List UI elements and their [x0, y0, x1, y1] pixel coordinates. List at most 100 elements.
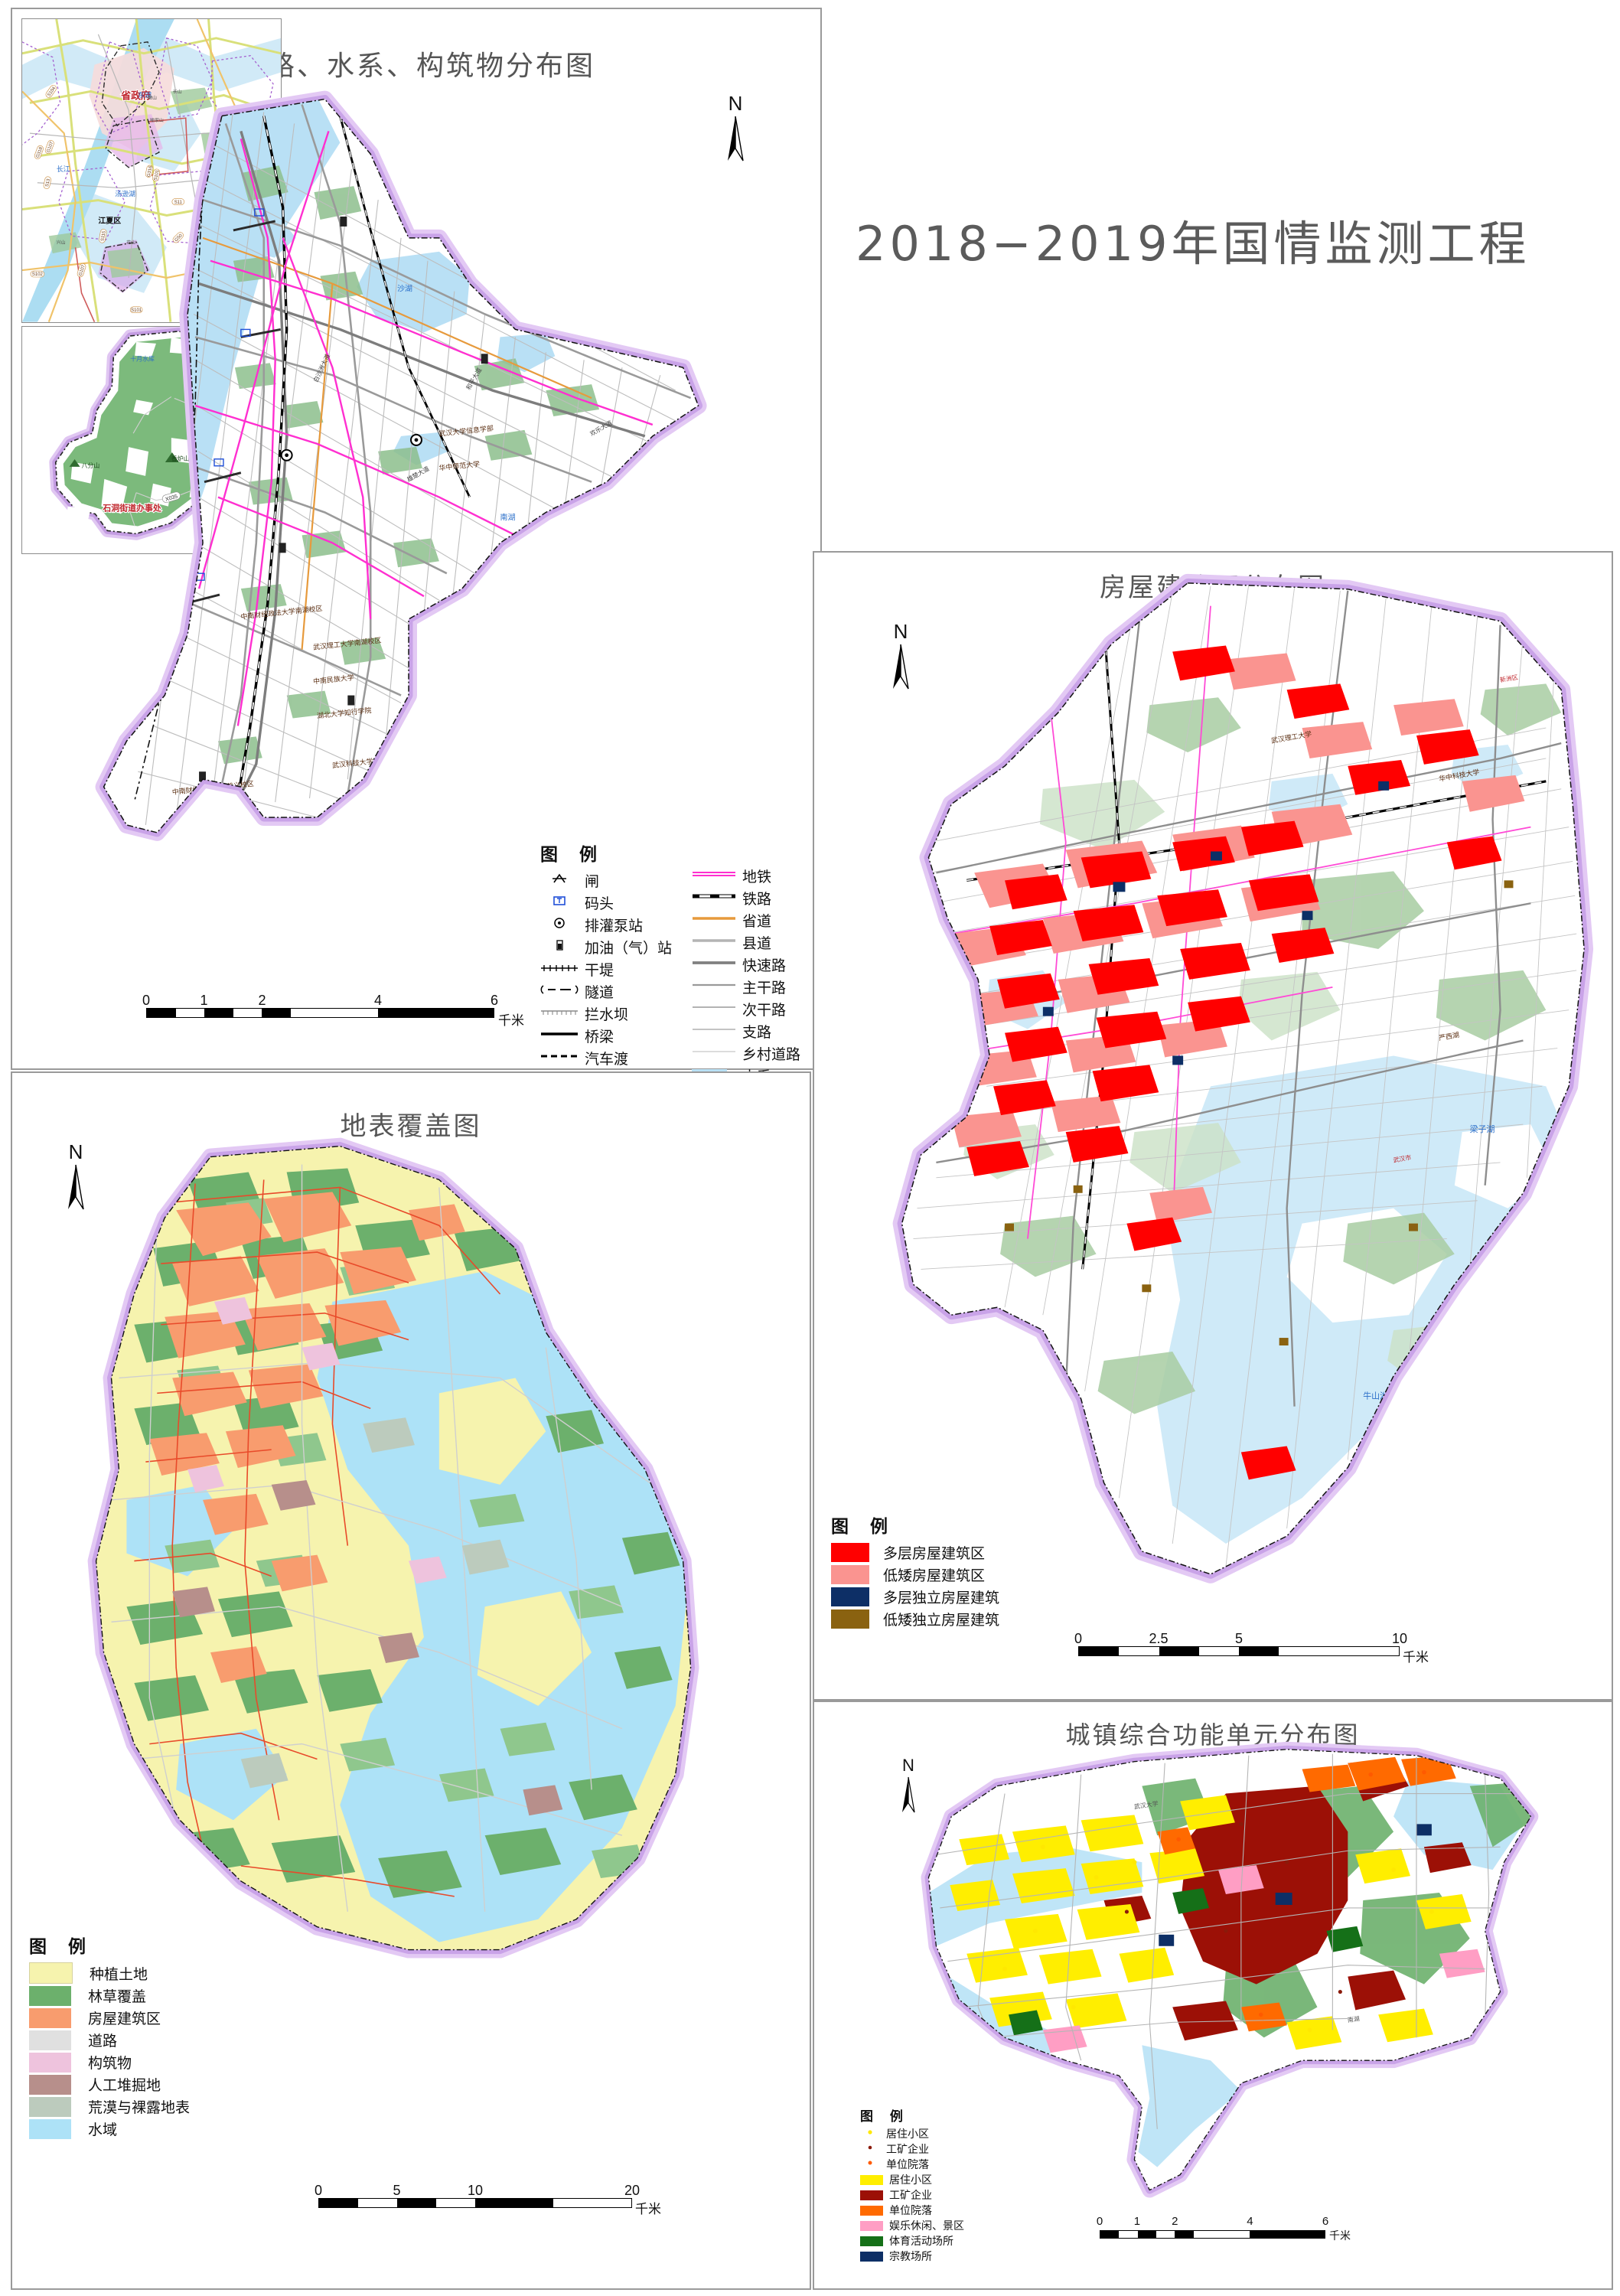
- legend-label: 构筑物: [88, 2055, 132, 2072]
- scalebar-tick: 0: [314, 2183, 323, 2198]
- scalebar-seg: [1100, 2231, 1120, 2238]
- svg-text:S13: S13: [45, 178, 51, 188]
- scalebar-seg: [319, 2199, 358, 2207]
- legend-row: 省道: [692, 910, 800, 931]
- secondary-road-line: [692, 1002, 736, 1016]
- svg-text:武汉大学: 武汉大学: [1133, 1799, 1159, 1810]
- legend-label: 多层独立房屋建筑: [883, 1590, 1000, 1606]
- legend-row: 单位院落: [860, 2203, 964, 2218]
- legend-title-building: 图 例: [831, 1517, 896, 1537]
- svg-text:严西湖: 严西湖: [1438, 1031, 1459, 1043]
- car-ferry-line: [540, 1051, 579, 1065]
- legend-label: 工矿企业: [886, 2144, 929, 2156]
- panel-title-roads: 道路、水系、构筑物分布图: [236, 51, 595, 82]
- panel-land-cover: 地表覆盖图 N: [11, 1071, 811, 2290]
- expressway-line: [692, 957, 736, 972]
- scalebar-tick: 20: [624, 2183, 641, 2198]
- north-arrow-building: N: [882, 621, 920, 692]
- svg-text:武金堤路: 武金堤路: [369, 748, 388, 773]
- north-arrow-roads: N: [716, 93, 755, 164]
- scalebar-land-cover: 0 5 10 20 千米: [314, 2183, 661, 2217]
- legend-row: 主干路: [692, 977, 800, 997]
- scalebar-tick: 6: [1322, 2215, 1329, 2228]
- north-label-building: N: [893, 620, 908, 643]
- scalebar-seg: [1193, 2231, 1250, 2238]
- svg-text:武汉科技大学黄家湖校区: 武汉科技大学黄家湖校区: [331, 753, 407, 770]
- legend-row: 干堤: [540, 959, 672, 980]
- branch-road-line: [692, 1024, 736, 1039]
- svg-text:八分山: 八分山: [82, 461, 100, 469]
- legend-label: 铁路: [742, 891, 772, 908]
- legend-row: 荒漠与裸露地表: [29, 2096, 190, 2117]
- legend-label: 拦水坝: [585, 1006, 629, 1023]
- north-arrow-icon: [728, 116, 744, 161]
- legend-row: 居住小区: [860, 2126, 964, 2141]
- legend-label: 单位院落: [886, 2159, 929, 2171]
- svg-text:磨山: 磨山: [148, 94, 157, 100]
- scalebar-ticks-urban-units: 0 1 2 4 6: [1097, 2215, 1329, 2230]
- legend-label: 排灌泵站: [585, 918, 644, 934]
- legend-row: 单位院落: [860, 2157, 964, 2172]
- levee-line: [540, 962, 579, 977]
- svg-text:武汉纺织大学阳光校区: 武汉纺织大学阳光校区: [614, 704, 683, 720]
- panel-title-building: 房屋建筑区分布图: [1100, 572, 1326, 603]
- legend-label: 闸: [585, 873, 600, 890]
- scalebar-seg: [1250, 2231, 1325, 2238]
- scalebar-seg: [291, 1009, 378, 1017]
- bridge-line: [540, 1029, 579, 1043]
- scalebar-seg: [233, 1009, 262, 1017]
- legend-row: 种植土地: [29, 1962, 190, 1984]
- legend-row: 宗教场所: [860, 2249, 964, 2264]
- svg-text:新河街站: 新河街站: [592, 673, 619, 683]
- svg-text:梁子湖: 梁子湖: [1470, 1124, 1495, 1134]
- svg-text:新洲区: 新洲区: [1499, 673, 1518, 683]
- svg-text:S101: S101: [131, 308, 142, 313]
- legend-label: 低矮房屋建筑区: [883, 1567, 986, 1584]
- inset-locator-stamp: 武昌区区位图: [256, 122, 278, 246]
- svg-text:长山: 长山: [173, 88, 182, 94]
- legend-label: 种植土地: [90, 1965, 148, 1983]
- scalebar-seg: [377, 1009, 494, 1017]
- industrial-area-swatch: [860, 2190, 883, 2200]
- legend-label: 支路: [742, 1024, 772, 1041]
- legend-label: 隧道: [585, 984, 614, 1001]
- scalebar-seg: [262, 1009, 292, 1017]
- svg-text:中南民族大学: 中南民族大学: [313, 673, 355, 687]
- legend-row: 县道: [692, 932, 800, 953]
- tunnel-line: [540, 984, 579, 999]
- railway-line: [692, 891, 736, 905]
- panel-title-urban-units: 城镇综合功能单元分布图: [1065, 1720, 1361, 1750]
- scalebar-seg: [475, 2199, 553, 2207]
- north-arrow-urban-units: N: [891, 1757, 926, 1815]
- legend-row: 道路: [29, 2030, 190, 2050]
- svg-text:中南财经政法大学南湖校区: 中南财经政法大学南湖校区: [240, 604, 323, 621]
- legend-label: 地铁: [742, 869, 772, 885]
- legend-urban-units: 图 例 居住小区 工矿企业 单位院落 居住小区 工矿企业: [860, 2105, 964, 2264]
- legend-label: 低矮独立房屋建筑: [883, 1612, 1000, 1629]
- legend-row: 隧道: [540, 981, 672, 1002]
- panel-building-areas: 房屋建筑区分布图 N: [813, 551, 1613, 1701]
- scalebar-tick: 1: [1133, 2215, 1141, 2228]
- scalebar-unit-urban-units: 千米: [1329, 2230, 1351, 2242]
- scalebar-seg: [397, 2199, 436, 2207]
- legend-label: 汽车渡: [585, 1051, 629, 1068]
- industrial-point-icon: [860, 2142, 880, 2157]
- scalebar-seg: [1156, 2231, 1175, 2238]
- artificial-dug-land-swatch: [29, 2074, 71, 2095]
- north-label-urban-units: N: [902, 1756, 914, 1775]
- svg-text:湖北大学知行学院: 湖北大学知行学院: [317, 706, 373, 720]
- svg-text:长江: 长江: [57, 165, 70, 174]
- legend-row: 娱乐休闲、景区: [860, 2218, 964, 2233]
- structure-swatch: [29, 2052, 71, 2073]
- svg-text:武汉理工大学余家头校区: 武汉理工大学余家头校区: [579, 235, 655, 252]
- scalebar-tick: 5: [1234, 1631, 1244, 1646]
- scalebar-seg: [358, 2199, 397, 2207]
- legend-row: 排灌泵站: [540, 915, 672, 935]
- svg-text:白沙洲大道: 白沙洲大道: [311, 353, 331, 383]
- legend-title-land-cover: 图 例: [29, 1937, 94, 1957]
- legend-label: 水域: [88, 2122, 118, 2138]
- water-area-swatch: [29, 2118, 71, 2139]
- residential-area-swatch: [860, 2174, 883, 2185]
- legend-label: 居住小区: [886, 2128, 929, 2141]
- scalebar-seg: [1137, 2231, 1156, 2238]
